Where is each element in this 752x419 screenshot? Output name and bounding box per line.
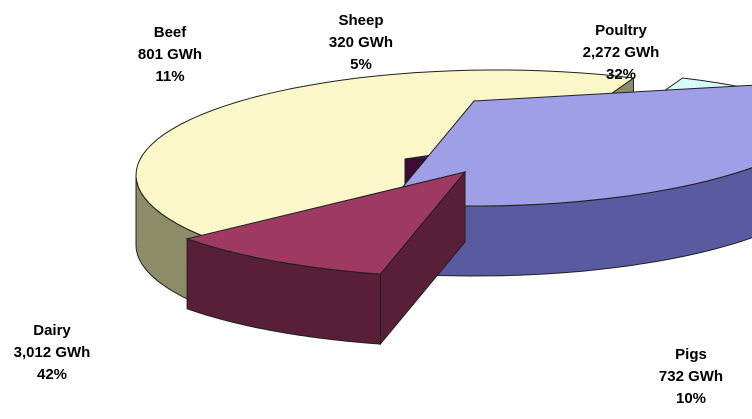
label-poultry-value: 2,272 GWh	[582, 44, 660, 61]
label-pigs: Pigs 732 GWh 10%	[636, 344, 746, 410]
label-dairy-percent: 42%	[36, 366, 68, 383]
pie-slice-poultry-top	[388, 84, 752, 207]
label-poultry-percent: 32%	[605, 66, 637, 83]
label-pigs-percent: 10%	[675, 390, 707, 407]
label-poultry-name: Poultry	[595, 22, 647, 39]
label-dairy-name: Dairy	[33, 322, 71, 339]
label-beef-value: 801 GWh	[137, 46, 203, 63]
label-poultry: Poultry 2,272 GWh 32%	[566, 20, 676, 86]
label-sheep-percent: 5%	[350, 56, 372, 73]
label-beef: Beef 801 GWh 11%	[120, 22, 220, 88]
pie-slice-pigs	[185, 170, 467, 346]
label-pigs-value: 732 GWh	[658, 368, 724, 385]
label-beef-name: Beef	[153, 24, 187, 41]
label-pigs-name: Pigs	[675, 346, 707, 363]
label-sheep: Sheep 320 GWh 5%	[306, 10, 416, 76]
label-sheep-name: Sheep	[338, 12, 384, 29]
label-beef-percent: 11%	[155, 68, 185, 85]
label-sheep-value: 320 GWh	[328, 34, 394, 51]
pie-slice-pigs-top	[185, 171, 467, 275]
label-dairy-value: 3,012 GWh	[13, 344, 91, 361]
label-dairy: Dairy 3,012 GWh 42%	[2, 320, 102, 386]
